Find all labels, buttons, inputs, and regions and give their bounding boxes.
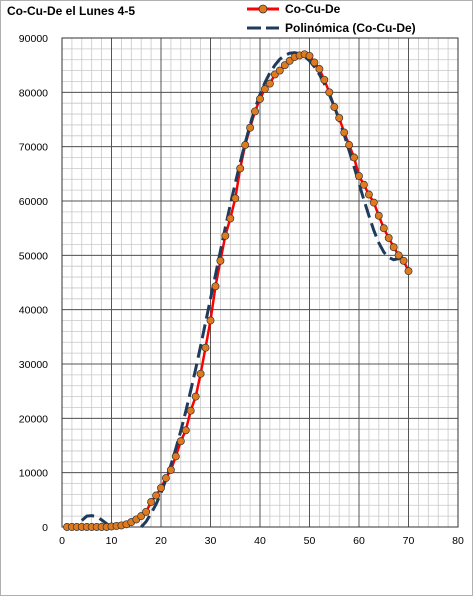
x-tick-label: 40 [254, 535, 266, 547]
plot-border [61, 37, 459, 528]
data-point [394, 251, 403, 260]
data-point [260, 85, 269, 94]
data-point [355, 172, 363, 180]
data-point [216, 256, 225, 265]
legend-label-co-cu-de: Co-Cu-De [285, 2, 341, 16]
y-tick-label: 60000 [19, 196, 48, 208]
data-point [137, 512, 146, 521]
data-point [166, 465, 175, 474]
y-tick-label: 80000 [19, 87, 48, 99]
data-point [350, 153, 359, 162]
data-point [340, 128, 349, 137]
data-point [305, 51, 314, 60]
data-point [191, 392, 200, 401]
x-tick-label: 10 [106, 535, 118, 547]
data-point [315, 65, 324, 73]
data-point [206, 316, 215, 325]
series-layer [63, 50, 413, 531]
y-tick-label: 10000 [19, 468, 48, 480]
data-point [256, 94, 264, 103]
x-tick-label: 20 [155, 535, 167, 547]
x-tick-label: 60 [353, 535, 365, 547]
data-point [246, 123, 255, 132]
legend: Co-Cu-De Polinómica (Co-Cu-De) [247, 2, 416, 35]
trendline-polinomica [140, 51, 409, 529]
data-point [157, 483, 165, 492]
data-point [325, 88, 334, 97]
data-point [265, 79, 274, 88]
y-tick-label: 70000 [19, 142, 48, 154]
data-point [335, 113, 344, 122]
data-point [399, 256, 408, 265]
data-point [201, 343, 210, 352]
y-tick-label: 20000 [19, 413, 48, 425]
data-point [221, 231, 230, 240]
data-point [147, 498, 156, 506]
y-tick-label: 40000 [19, 305, 48, 317]
x-tick-label: 50 [304, 535, 316, 547]
data-point [369, 198, 378, 207]
data-point [251, 107, 259, 116]
data-point [186, 406, 195, 415]
data-point [389, 243, 398, 252]
data-point [320, 75, 329, 84]
y-tick-label: 90000 [19, 33, 48, 45]
legend-label-polinomica: Polinómica (Co-Cu-De) [285, 21, 416, 35]
y-tick-label: 50000 [19, 250, 48, 262]
x-tick-label: 80 [452, 535, 464, 547]
x-tick-label: 70 [403, 535, 415, 547]
data-point [345, 141, 354, 149]
data-point [384, 233, 393, 242]
axes [61, 37, 459, 528]
data-point [359, 180, 368, 189]
chart-title: Co-Cu-De el Lunes 4-5 [7, 4, 135, 18]
data-point [161, 474, 170, 483]
y-tick-label: 0 [42, 522, 48, 534]
data-point [330, 103, 339, 111]
y-tick-labels: 0 10000 20000 30000 40000 50000 60000 70000 8000… [19, 33, 48, 534]
x-tick-label: 30 [205, 535, 217, 547]
x-tick-label: 0 [59, 535, 65, 547]
data-point [152, 491, 161, 500]
data-point [142, 507, 151, 516]
data-point [374, 211, 383, 220]
data-point [310, 58, 319, 67]
data-point [171, 452, 180, 461]
data-point [241, 141, 250, 149]
data-point [211, 282, 220, 291]
data-point [275, 66, 284, 75]
data-point [181, 426, 190, 435]
data-point [231, 194, 240, 203]
data-point [364, 190, 373, 199]
x-tick-labels: 0 10 20 30 40 50 60 70 80 [59, 535, 464, 547]
y-tick-label: 30000 [19, 359, 48, 371]
data-point [176, 437, 185, 446]
data-point [404, 267, 413, 276]
data-point [379, 224, 388, 233]
data-point [236, 164, 245, 173]
legend-marker-co-cu-de [258, 4, 268, 14]
data-point [196, 369, 205, 378]
data-point [226, 214, 235, 223]
data-point [280, 61, 289, 70]
